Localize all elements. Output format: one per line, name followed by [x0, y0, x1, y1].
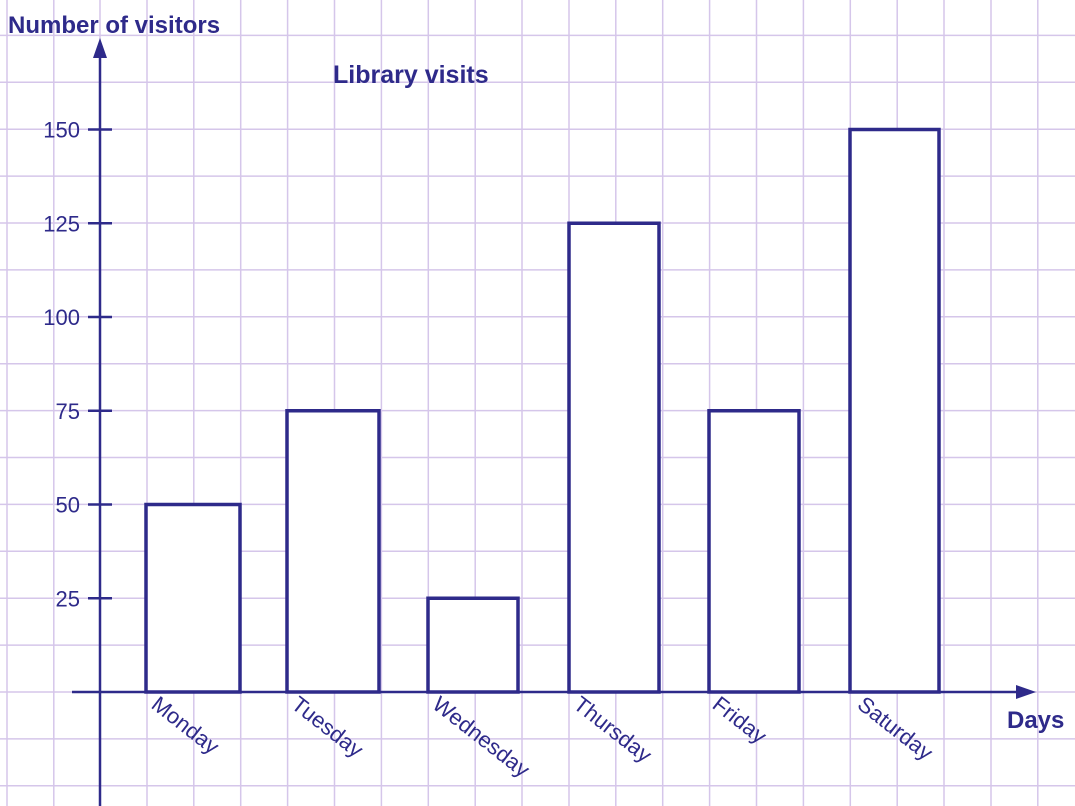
- y-axis-arrow-icon: [93, 38, 107, 58]
- bar-thursday: [567, 221, 661, 694]
- bar-saturday: [848, 127, 941, 694]
- bar-friday: [707, 409, 801, 694]
- x-tick-label-monday: Monday: [147, 691, 224, 759]
- x-tick-label-friday: Friday: [708, 691, 772, 748]
- y-tick-label: 75: [56, 399, 80, 424]
- x-category-group: Monday Tuesday Wednesday Thursday Friday Satu…: [147, 691, 938, 782]
- x-tick-label-saturday: Saturday: [853, 691, 938, 765]
- y-axis-label: Number of visitors: [8, 12, 220, 39]
- chart-axes: [72, 38, 1036, 806]
- x-tick-label-wednesday: Wednesday: [428, 691, 535, 782]
- x-tick-label-tuesday: Tuesday: [287, 691, 368, 762]
- bar-monday: [144, 502, 242, 694]
- y-tick-label: 25: [56, 586, 80, 611]
- x-tick-label-thursday: Thursday: [569, 691, 657, 767]
- chart-title: Library visits: [333, 61, 489, 89]
- x-axis-arrow-icon: [1016, 685, 1036, 699]
- y-tick-label: 125: [43, 211, 80, 236]
- y-tick-group: 25 50 75 100 125 150: [43, 118, 112, 611]
- y-tick-label: 150: [43, 118, 80, 143]
- bar-wednesday: [426, 596, 520, 694]
- y-tick-label: 50: [56, 493, 80, 518]
- bar-tuesday: [285, 409, 381, 694]
- y-tick-label: 100: [43, 305, 80, 330]
- x-axis-label: Days: [1007, 707, 1064, 734]
- bars-group: [144, 127, 941, 694]
